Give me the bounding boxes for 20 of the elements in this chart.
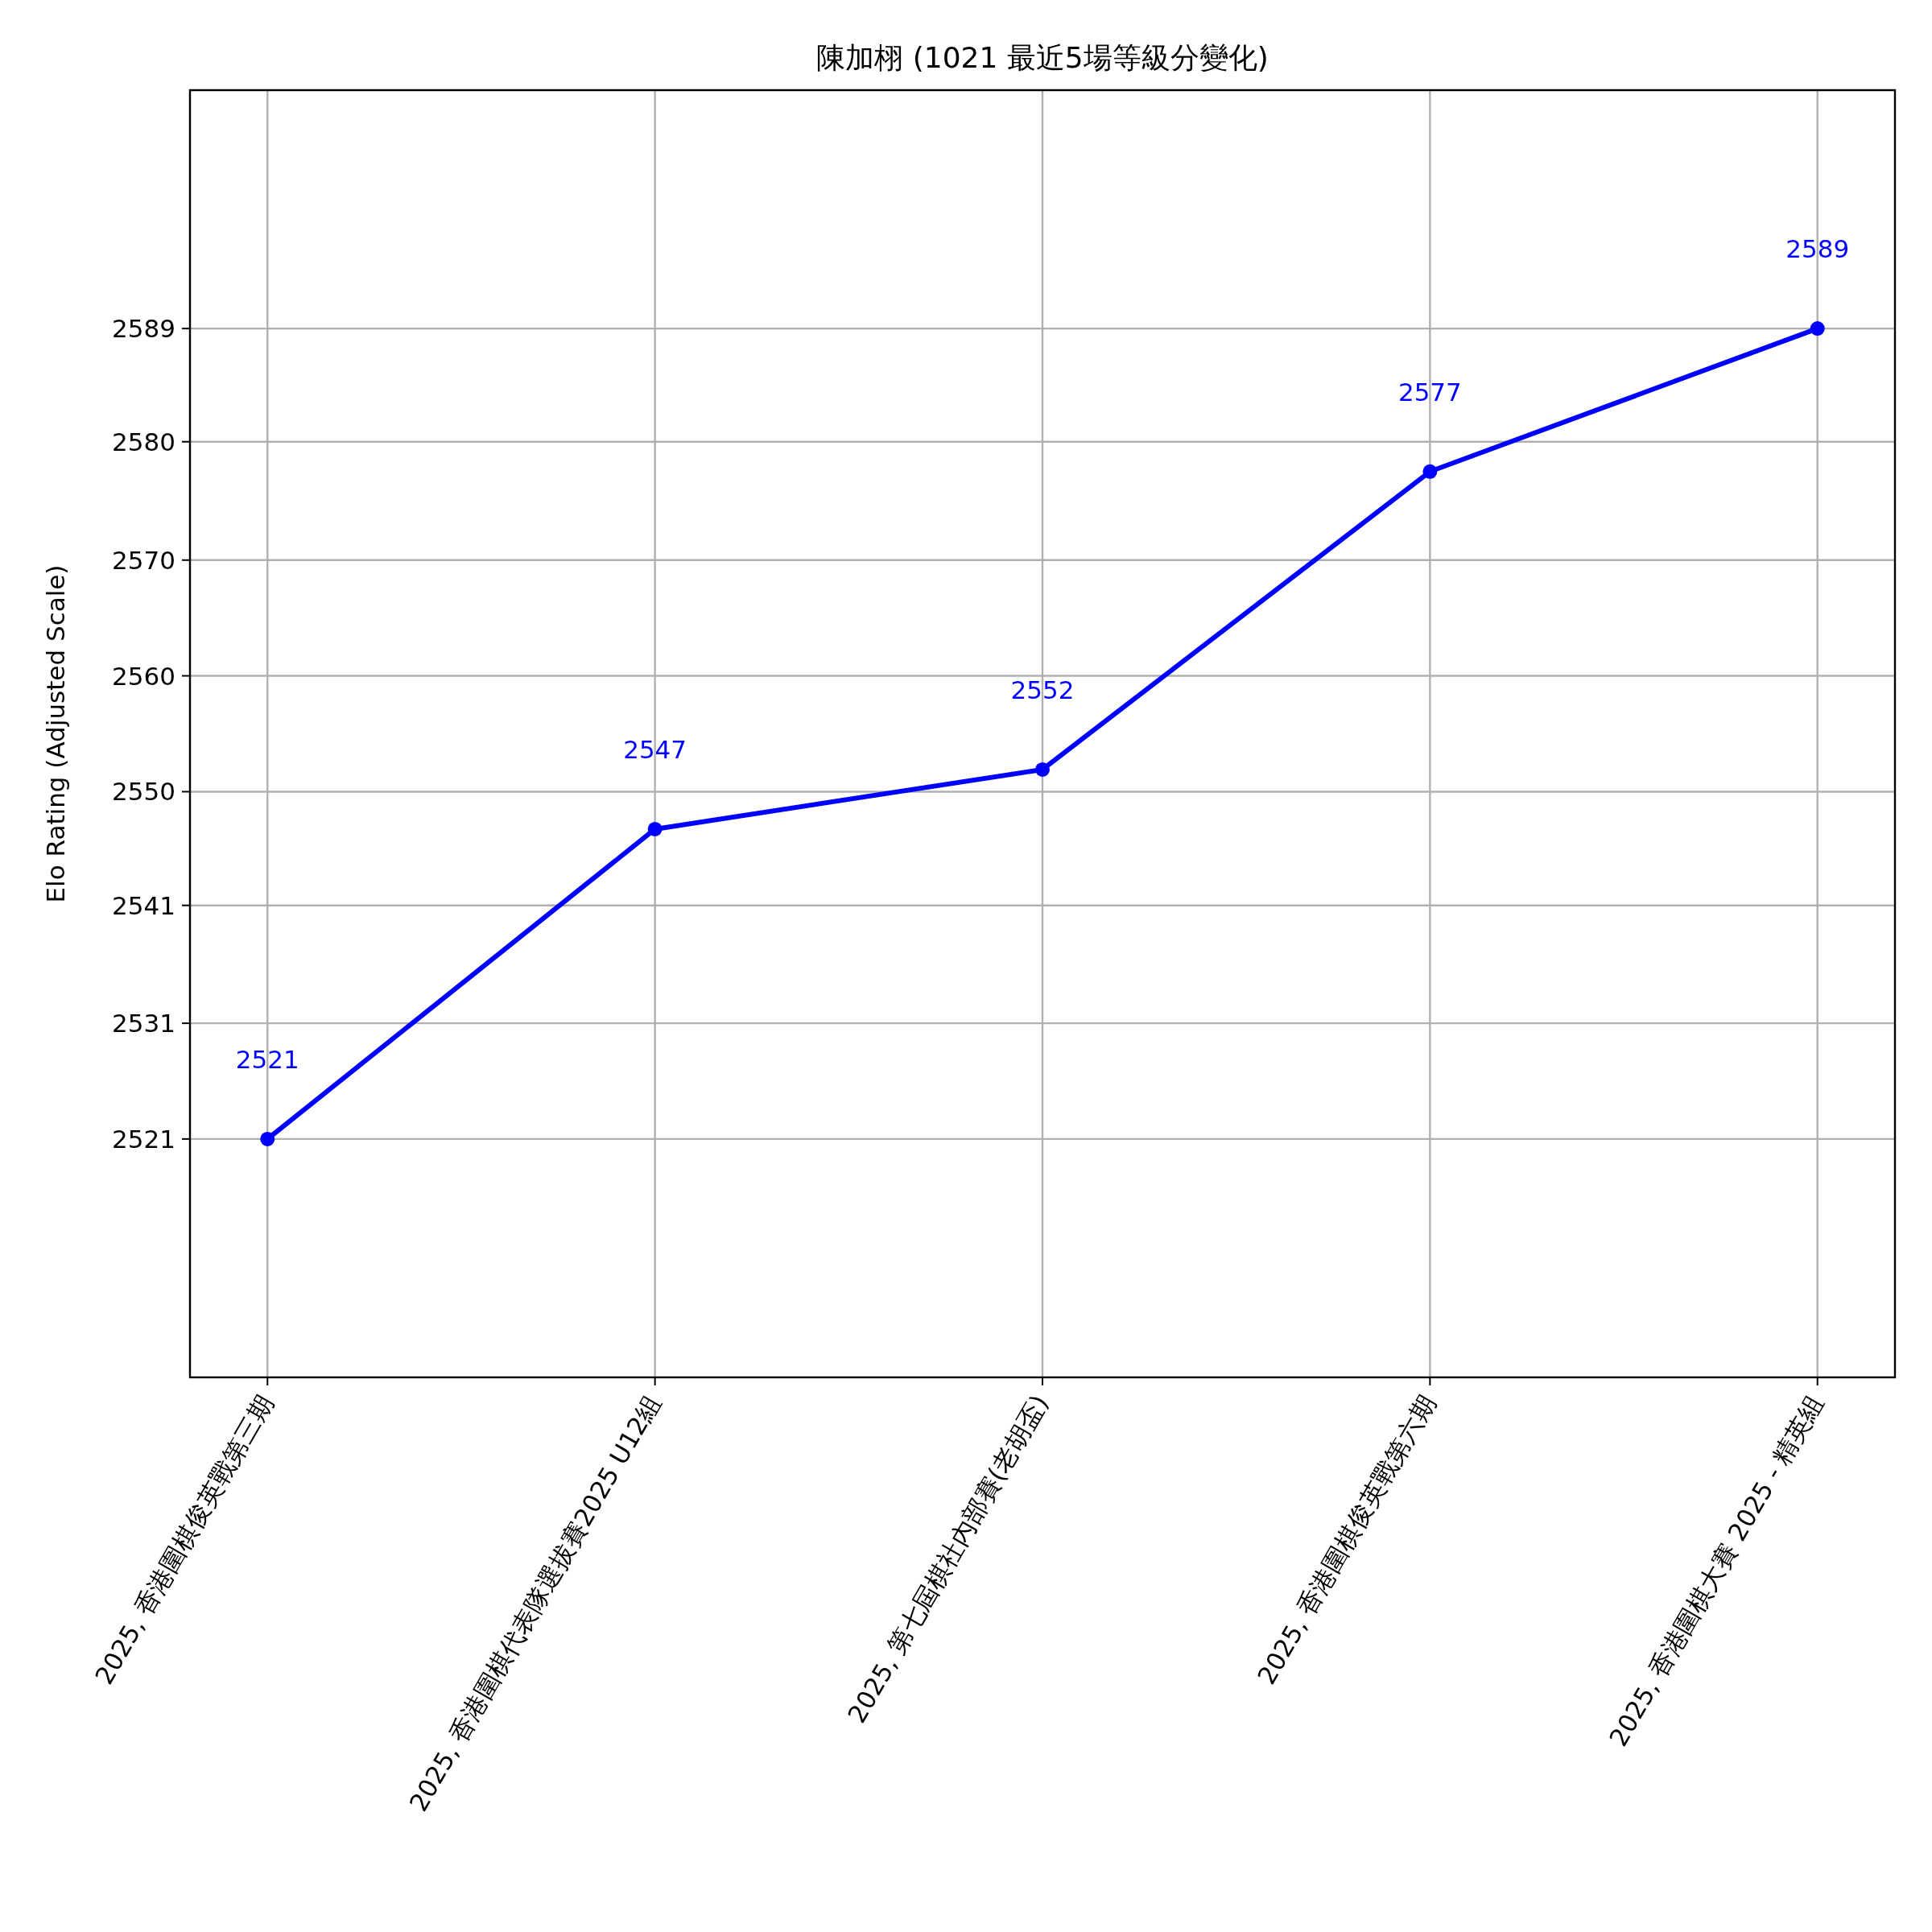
point — [1810, 321, 1825, 336]
point — [647, 821, 663, 836]
point — [1035, 762, 1050, 777]
y-tick-label: 2570 — [112, 545, 175, 575]
y-tick-label: 2580 — [112, 427, 175, 456]
y-axis-title: Elo Rating (Adjusted Scale) — [41, 564, 70, 903]
data-label: 2552 — [1010, 675, 1075, 704]
data-label: 2521 — [235, 1044, 299, 1074]
chart-title: 陳加栩 (1021 最近5場等級分變化) — [816, 41, 1269, 74]
point — [1422, 464, 1438, 479]
data-label: 2589 — [1785, 234, 1850, 264]
y-tick-label: 2541 — [112, 890, 175, 920]
y-tick-label: 2521 — [112, 1124, 175, 1154]
data-label: 2547 — [623, 734, 687, 764]
y-tick-label: 2589 — [112, 314, 175, 344]
data-label: 2577 — [1397, 377, 1462, 407]
y-tick-label: 2560 — [112, 661, 175, 691]
y-tick-label: 2531 — [112, 1009, 175, 1038]
y-tick-label: 2550 — [112, 777, 175, 807]
point — [260, 1131, 275, 1146]
